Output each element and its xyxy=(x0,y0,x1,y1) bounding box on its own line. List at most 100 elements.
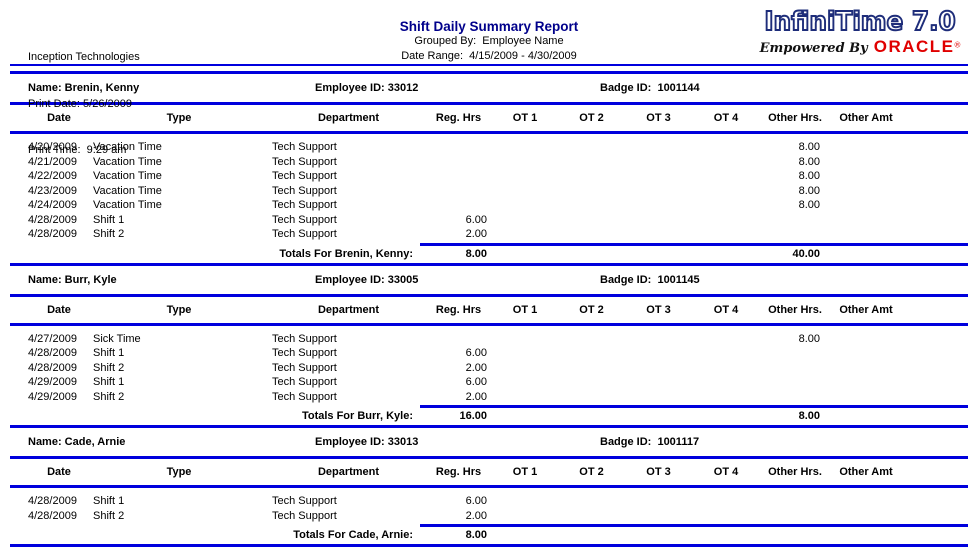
column-header-ot4: OT 4 xyxy=(713,466,739,478)
employee-name: Name: Cade, Arnie xyxy=(28,436,126,448)
table-row: 4/28/2009 Shift 1 Tech Support 6.00 xyxy=(25,346,968,361)
column-header-department: Department xyxy=(317,303,380,316)
employee-section: Name: Cade, Arnie Employee ID: 33013 Bad… xyxy=(0,428,978,547)
grouped-by: Grouped By: Employee Name xyxy=(414,35,564,47)
cell-date: 4/28/2009 xyxy=(28,228,77,240)
cell-type: Vacation Time xyxy=(93,155,162,168)
cell-reg-hrs: 2.00 xyxy=(465,509,487,522)
cell-reg-hrs: 2.00 xyxy=(465,228,487,240)
cell-other-hrs: 8.00 xyxy=(798,155,820,168)
column-header-department: Department xyxy=(317,112,380,124)
column-header-other-amt: Other Amt xyxy=(839,303,893,316)
cell-type: Shift 1 xyxy=(93,376,125,388)
cell-department: Tech Support xyxy=(272,390,337,403)
divider xyxy=(10,102,968,105)
cell-reg-hrs: 6.00 xyxy=(465,213,487,226)
column-header-reg-hrs: Reg. Hrs xyxy=(435,303,482,316)
totals-label: Totals For Brenin, Kenny: xyxy=(279,247,413,260)
totals-row: Totals For Burr, Kyle: 16.00 8.00 xyxy=(25,408,968,425)
print-time: Print Time: 9:29 am xyxy=(28,144,127,156)
cell-date: 4/27/2009 xyxy=(28,332,77,345)
totals-label: Totals For Burr, Kyle: xyxy=(301,410,413,422)
table-row: 4/24/2009 Vacation Time Tech Support 8.0… xyxy=(25,198,968,213)
cell-department: Tech Support xyxy=(272,361,337,374)
cell-reg-hrs: 6.00 xyxy=(465,347,487,359)
column-header-date: Date xyxy=(47,112,71,124)
table-row: 4/28/2009 Shift 2 Tech Support 2.00 xyxy=(25,509,968,524)
table-header-row: Date Type Department Reg. Hrs OT 1 OT 2 … xyxy=(25,105,968,131)
employee-header: Name: Burr, Kyle Employee ID: 33005 Badg… xyxy=(0,266,978,294)
totals-reg-hrs: 8.00 xyxy=(465,247,487,260)
table-header-row: Date Type Department Reg. Hrs OT 1 OT 2 … xyxy=(25,297,968,323)
column-header-ot3: OT 3 xyxy=(646,466,671,478)
infinitime-logo: InfiniTime 7.0 Empowered By ORACLE® xyxy=(754,7,966,57)
cell-reg-hrs: 2.00 xyxy=(465,390,487,403)
cell-other-hrs: 8.00 xyxy=(798,170,820,182)
badge-id: Badge ID: 1001117 xyxy=(600,436,700,448)
cell-department: Tech Support xyxy=(272,199,337,211)
column-header-ot3: OT 3 xyxy=(646,303,671,316)
cell-type: Shift 2 xyxy=(93,361,125,374)
cell-other-hrs: 8.00 xyxy=(798,184,820,197)
column-header-other-amt: Other Amt xyxy=(839,112,893,124)
employee-id: Employee ID: 33005 xyxy=(315,273,419,286)
cell-department: Tech Support xyxy=(272,141,337,153)
totals-row: Totals For Brenin, Kenny: 8.00 40.00 xyxy=(25,246,968,263)
cell-reg-hrs: 6.00 xyxy=(465,376,487,388)
cell-type: Vacation Time xyxy=(93,184,162,197)
cell-type: Shift 1 xyxy=(93,347,125,359)
divider xyxy=(10,262,968,266)
totals-row: Totals For Cade, Arnie: 8.00 xyxy=(25,527,968,544)
divider xyxy=(420,524,968,527)
employee-header: Name: Brenin, Kenny Employee ID: 33012 B… xyxy=(0,74,978,102)
cell-date: 4/21/2009 xyxy=(28,155,77,168)
employee-name: Name: Burr, Kyle xyxy=(28,273,117,286)
print-info-block: Inception Technologies Print Date: 5/26/… xyxy=(28,19,140,190)
cell-type: Shift 2 xyxy=(93,509,125,522)
cell-other-hrs: 8.00 xyxy=(798,141,820,153)
report-title-block: Shift Daily Summary Report Grouped By: E… xyxy=(0,19,978,63)
company-name: Inception Technologies xyxy=(28,51,140,63)
cell-department: Tech Support xyxy=(272,228,337,240)
cell-date: 4/28/2009 xyxy=(28,495,77,507)
cell-date: 4/28/2009 xyxy=(28,347,77,359)
cell-date: 4/29/2009 xyxy=(28,376,77,388)
cell-date: 4/24/2009 xyxy=(28,199,77,211)
cell-department: Tech Support xyxy=(272,332,337,345)
column-header-other-hrs: Other Hrs. xyxy=(768,303,822,316)
divider xyxy=(10,71,968,74)
empowered-by-text: Empowered By xyxy=(759,41,868,56)
column-header-other-amt: Other Amt xyxy=(839,466,893,478)
employee-name: Name: Brenin, Kenny xyxy=(28,82,140,94)
badge-id: Badge ID: 1001145 xyxy=(600,273,700,286)
badge-id: Badge ID: 1001144 xyxy=(600,82,700,94)
logo-tagline: Empowered By ORACLE® xyxy=(754,37,966,57)
cell-department: Tech Support xyxy=(272,495,337,507)
column-header-ot2: OT 2 xyxy=(579,112,604,124)
totals-reg-hrs: 8.00 xyxy=(465,529,487,541)
cell-date: 4/29/2009 xyxy=(28,390,77,403)
divider xyxy=(10,425,968,428)
column-header-ot2: OT 2 xyxy=(579,466,604,478)
table-header-row: Date Type Department Reg. Hrs OT 1 OT 2 … xyxy=(25,459,968,485)
cell-department: Tech Support xyxy=(272,347,337,359)
column-header-reg-hrs: Reg. Hrs xyxy=(435,112,482,124)
cell-other-hrs: 8.00 xyxy=(798,199,820,211)
column-header-ot1: OT 1 xyxy=(512,112,538,124)
column-header-type: Type xyxy=(166,466,192,478)
column-header-type: Type xyxy=(166,303,192,316)
table-row: 4/21/2009 Vacation Time Tech Support 8.0… xyxy=(25,155,968,170)
oracle-logo-text: ORACLE xyxy=(873,37,955,56)
divider xyxy=(420,405,968,408)
cell-date: 4/28/2009 xyxy=(28,361,77,374)
table-row: 4/27/2009 Sick Time Tech Support 8.00 xyxy=(25,332,968,347)
cell-date: 4/28/2009 xyxy=(28,509,77,522)
report-header: Inception Technologies Print Date: 5/26/… xyxy=(0,0,978,156)
employee-id: Employee ID: 33013 xyxy=(315,436,419,448)
table-row: 4/29/2009 Shift 1 Tech Support 6.00 xyxy=(25,375,968,390)
cell-type: Shift 2 xyxy=(93,228,125,240)
cell-department: Tech Support xyxy=(272,170,337,182)
cell-type: Vacation Time xyxy=(93,141,162,153)
column-header-ot2: OT 2 xyxy=(579,303,604,316)
column-header-date: Date xyxy=(47,466,71,478)
